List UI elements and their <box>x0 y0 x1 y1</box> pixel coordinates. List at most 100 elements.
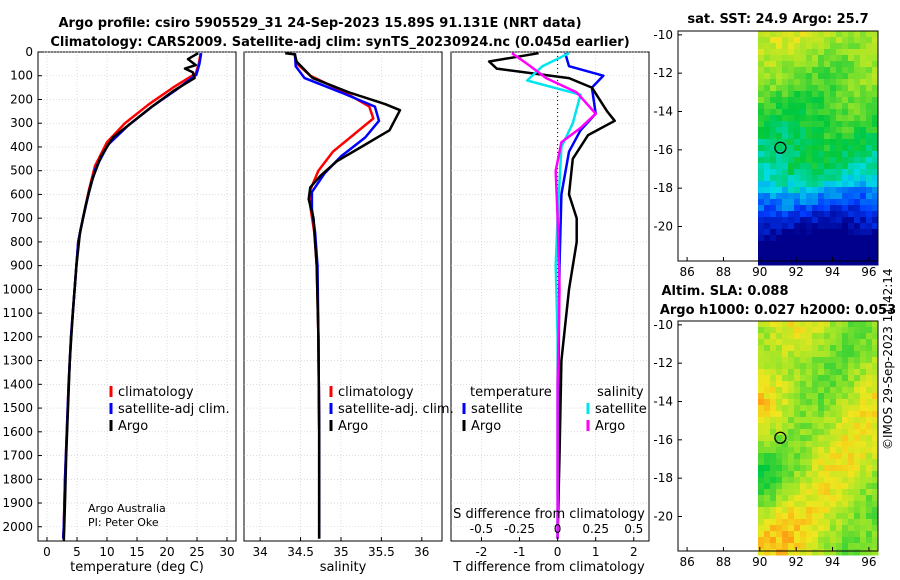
map-cell <box>812 229 819 236</box>
salinity-axes <box>243 51 443 542</box>
map-cell <box>794 235 801 242</box>
y-tick-label: 1000 <box>2 282 33 296</box>
map-cell <box>872 447 879 454</box>
map-cell <box>794 121 801 128</box>
map-cell <box>866 235 873 242</box>
map-cell <box>848 139 855 146</box>
map-cell <box>854 199 861 206</box>
map-cell <box>866 513 873 520</box>
map-cell <box>794 549 801 556</box>
map-cell <box>872 429 879 436</box>
map-cell <box>770 321 777 328</box>
map-cell <box>770 327 777 334</box>
map-cell <box>782 543 789 550</box>
map-cell <box>764 531 771 538</box>
map-cell <box>806 79 813 86</box>
map-cell <box>842 435 849 442</box>
map-cell <box>806 447 813 454</box>
map-cell <box>818 447 825 454</box>
map-cell <box>842 525 849 532</box>
map-cell <box>860 321 867 328</box>
map-cell <box>800 537 807 544</box>
map-cell <box>854 259 861 266</box>
map-cell <box>764 351 771 358</box>
map-cell <box>758 447 765 454</box>
map-cell <box>818 543 825 550</box>
map-cell <box>806 229 813 236</box>
map-cell <box>758 399 765 406</box>
map-cell <box>872 157 879 164</box>
map-cell <box>836 369 843 376</box>
map-cell <box>848 211 855 218</box>
x-tick-label: 0 <box>43 545 51 559</box>
map-cell <box>818 327 825 334</box>
map-cell <box>824 471 831 478</box>
map-cell <box>782 181 789 188</box>
map-cell <box>770 61 777 68</box>
map-cell <box>842 187 849 194</box>
map-cell <box>866 97 873 104</box>
map-cell <box>848 73 855 80</box>
map-cell <box>788 441 795 448</box>
map-cell <box>854 531 861 538</box>
map-cell <box>812 241 819 248</box>
map-cell <box>830 435 837 442</box>
map-cell <box>812 363 819 370</box>
map-cell <box>836 429 843 436</box>
map-cell <box>836 465 843 472</box>
map-cell <box>866 501 873 508</box>
map-cell <box>824 459 831 466</box>
map-cell <box>872 229 879 236</box>
map-cell <box>758 85 765 92</box>
map-cell <box>860 429 867 436</box>
map-cell <box>788 537 795 544</box>
map-cell <box>758 199 765 206</box>
map-cell <box>758 351 765 358</box>
map-cell <box>800 91 807 98</box>
map-cell <box>824 327 831 334</box>
y-tick-label: 1100 <box>2 306 33 320</box>
map-cell <box>824 109 831 116</box>
map-cell <box>854 151 861 158</box>
map-cell <box>872 375 879 382</box>
map-cell <box>806 495 813 502</box>
map-cell <box>770 435 777 442</box>
map-cell <box>776 151 783 158</box>
map-cell <box>860 333 867 340</box>
map-cell <box>824 43 831 50</box>
map-cell <box>818 423 825 430</box>
map-cell <box>764 73 771 80</box>
map-cell <box>806 97 813 104</box>
map-cell <box>818 145 825 152</box>
map-cell <box>788 61 795 68</box>
map-cell <box>854 411 861 418</box>
map-cell <box>758 43 765 50</box>
map-cell <box>806 375 813 382</box>
map-cell <box>830 375 837 382</box>
map-cell <box>758 121 765 128</box>
credit-line1: Argo Australia <box>88 502 166 515</box>
y-tick-label: 1800 <box>2 472 33 486</box>
map-cell <box>758 429 765 436</box>
map-cell <box>812 37 819 44</box>
map-cell <box>782 477 789 484</box>
map-cell <box>758 235 765 242</box>
map-cell <box>788 133 795 140</box>
map-cell <box>830 127 837 134</box>
map-cell <box>842 513 849 520</box>
map-cell <box>842 543 849 550</box>
map-cell <box>854 163 861 170</box>
map-cell <box>854 157 861 164</box>
map-cell <box>854 49 861 56</box>
map-cell <box>812 73 819 80</box>
map-cell <box>842 121 849 128</box>
map-cell <box>764 61 771 68</box>
map-cell <box>854 423 861 430</box>
map-cell <box>842 217 849 224</box>
map-cell <box>800 145 807 152</box>
map-cell <box>872 405 879 412</box>
map-cell <box>830 223 837 230</box>
map-cell <box>872 489 879 496</box>
map-cell <box>866 157 873 164</box>
map-cell <box>806 501 813 508</box>
